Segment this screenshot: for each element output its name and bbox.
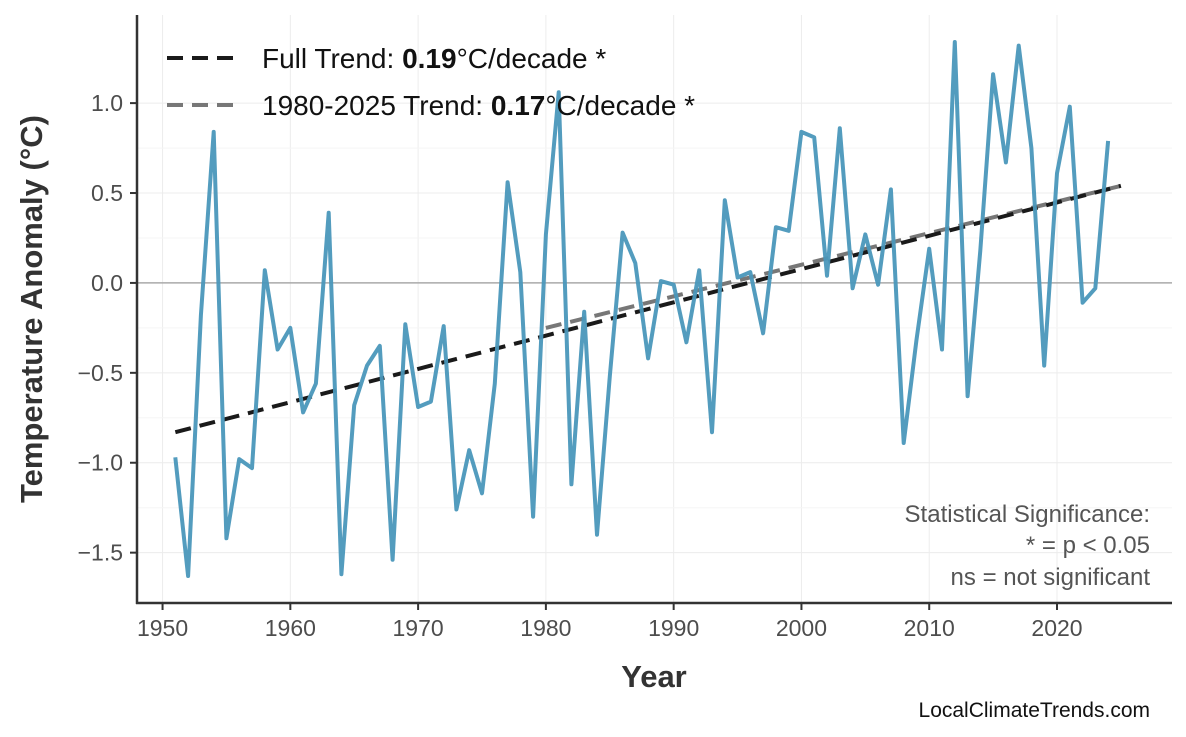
x-tick-label: 1960 (265, 615, 316, 641)
x-tick-label: 2020 (1031, 615, 1082, 641)
legend-unit: °C/decade * (545, 90, 695, 121)
legend-rate: 0.19 (402, 43, 457, 74)
grid (137, 15, 1172, 603)
y-axis-label: Temperature Anomaly (°C) (14, 115, 49, 503)
note-line: ns = not significant (951, 564, 1151, 591)
legend: Full Trend: 0.19°C/decade *1980-2025 Tre… (167, 43, 695, 121)
legend-rate: 0.17 (491, 90, 546, 121)
legend-label: 1980-2025 Trend: (262, 90, 491, 121)
y-tick-label: −1.0 (78, 450, 123, 476)
legend-entry: Full Trend: 0.19°C/decade * (262, 43, 606, 74)
y-tick-label: 0.5 (91, 180, 123, 206)
tick-labels: 1950 1960 1970 1980 1990 2000 2010 2020 −1.5 −1.0… (78, 90, 1083, 641)
axes (130, 15, 1172, 610)
anomaly-series (173, 40, 1111, 578)
x-axis-label: Year (621, 659, 687, 694)
x-tick-label: 1970 (393, 615, 444, 641)
significance-note: Statistical Significance: * = p < 0.05 n… (905, 501, 1151, 591)
x-tick-label: 1950 (137, 615, 188, 641)
note-line: Statistical Significance: (905, 501, 1150, 528)
legend-label: Full Trend: (262, 43, 402, 74)
y-tick-label: −0.5 (78, 360, 123, 386)
source-credit: LocalClimateTrends.com (919, 699, 1150, 722)
x-tick-label: 1990 (648, 615, 699, 641)
note-line: * = p < 0.05 (1026, 532, 1150, 559)
legend-unit: °C/decade * (457, 43, 607, 74)
trend-line (174, 183, 1122, 435)
y-tick-label: −1.5 (78, 540, 123, 566)
x-tick-label: 2010 (904, 615, 955, 641)
legend-entry: 1980-2025 Trend: 0.17°C/decade * (262, 90, 695, 121)
y-tick-label: 1.0 (91, 90, 123, 116)
trend-lines (174, 183, 1122, 435)
x-tick-label: 1980 (520, 615, 571, 641)
anomaly-line (173, 40, 1111, 578)
y-tick-label: 0.0 (91, 270, 123, 296)
x-tick-label: 2000 (776, 615, 827, 641)
